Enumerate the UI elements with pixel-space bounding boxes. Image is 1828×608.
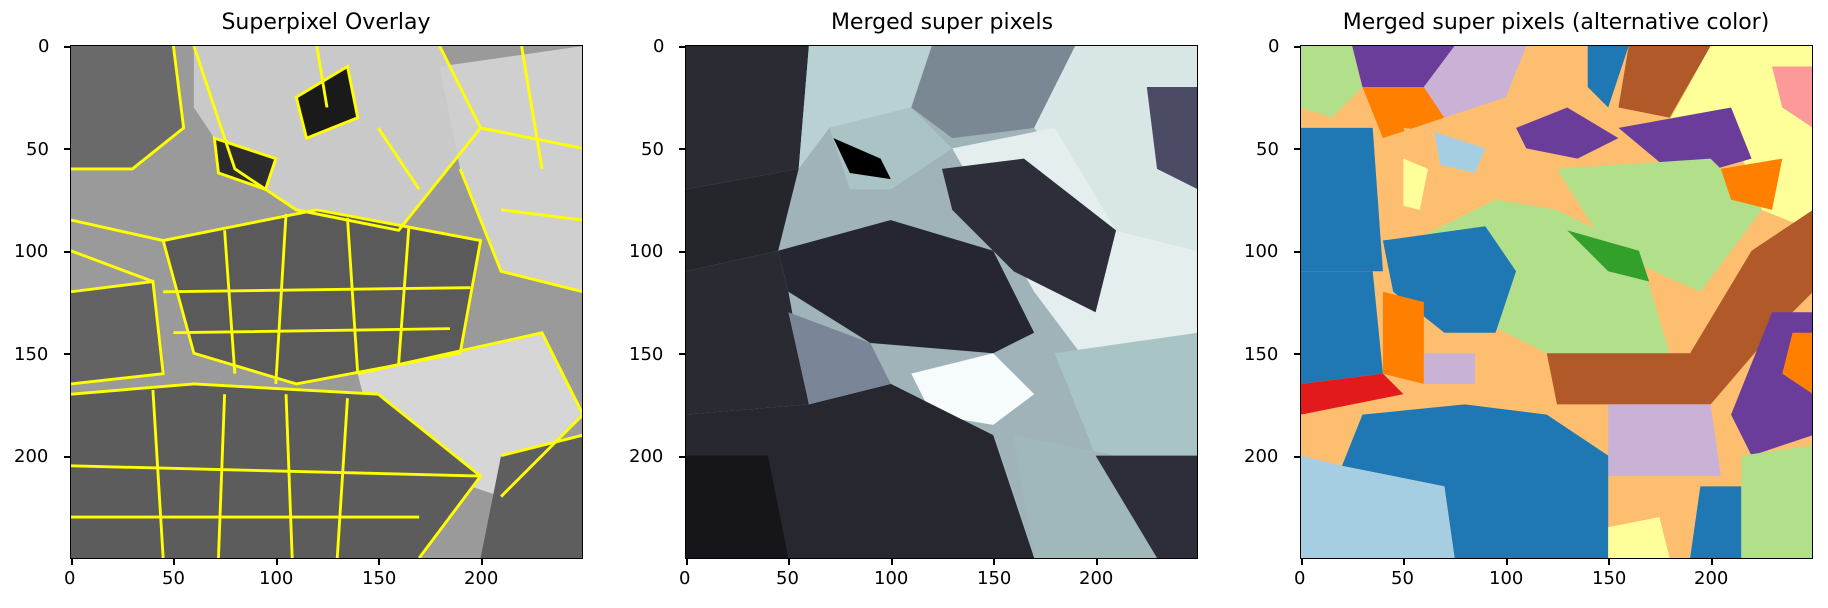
y-tick-label: 50 <box>641 139 664 160</box>
panel-title: Merged super pixels (alternative color) <box>1342 10 1770 35</box>
x-tick-label: 50 <box>776 568 799 589</box>
merged-image <box>685 45 1198 559</box>
y-tick-label: 50 <box>26 139 49 160</box>
y-tick-label: 200 <box>629 446 664 467</box>
x-tick-label: 0 <box>1294 568 1306 589</box>
x-tick-label: 100 <box>259 568 294 589</box>
y-tick-label: 0 <box>38 36 50 57</box>
x-tick-label: 100 <box>1489 568 1524 589</box>
x-tick-label: 150 <box>977 568 1012 589</box>
y-tick-label: 150 <box>14 344 49 365</box>
panel-title: Merged super pixels <box>830 10 1054 35</box>
y-tick-label: 100 <box>14 241 49 262</box>
x-tick-label: 150 <box>1592 568 1627 589</box>
y-tick-label: 150 <box>1244 344 1279 365</box>
x-tick-label: 50 <box>162 568 185 589</box>
x-tick-label: 50 <box>1391 568 1414 589</box>
merged-alt-image <box>1300 45 1813 559</box>
x-tick-label: 0 <box>679 568 691 589</box>
y-tick-label: 100 <box>629 241 664 262</box>
y-tick-label: 150 <box>629 344 664 365</box>
y-tick-label: 0 <box>1268 36 1280 57</box>
y-tick-label: 50 <box>1256 139 1279 160</box>
x-tick-label: 200 <box>464 568 499 589</box>
x-tick-label: 0 <box>64 568 76 589</box>
y-tick-label: 200 <box>14 446 49 467</box>
y-tick-label: 0 <box>653 36 665 57</box>
x-tick-label: 200 <box>1079 568 1114 589</box>
panel-title: Superpixel Overlay <box>221 10 431 35</box>
x-tick-label: 100 <box>874 568 909 589</box>
y-tick-label: 200 <box>1244 446 1279 467</box>
y-tick-label: 100 <box>1244 241 1279 262</box>
x-tick-label: 150 <box>362 568 397 589</box>
x-tick-label: 200 <box>1694 568 1729 589</box>
overlay-image <box>70 45 583 559</box>
